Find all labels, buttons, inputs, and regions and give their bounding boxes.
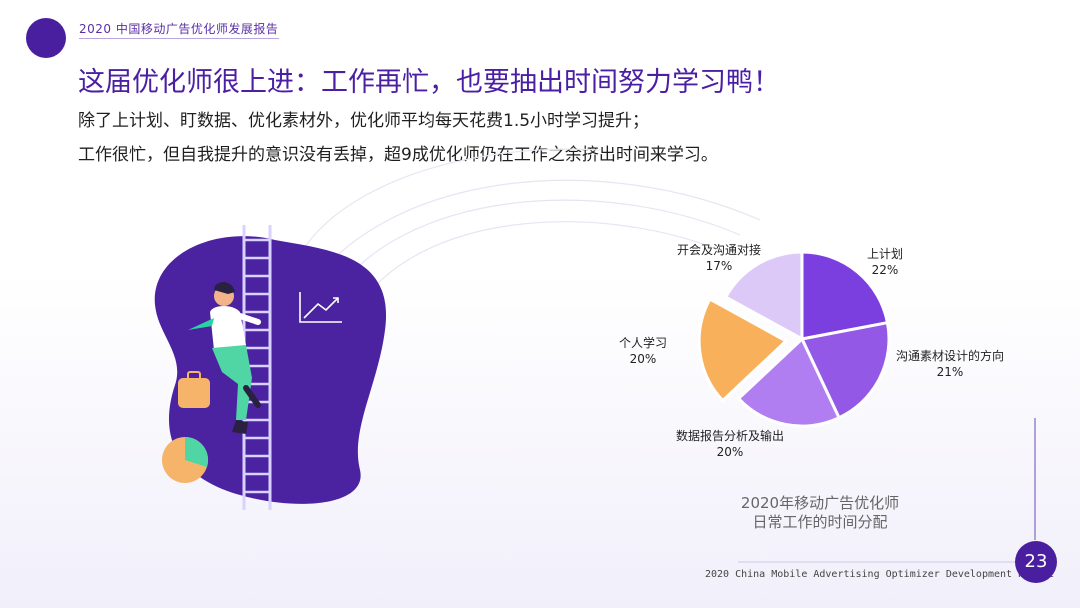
header-divider <box>79 38 279 39</box>
pie-slice <box>697 297 789 403</box>
trend-chart-icon <box>299 292 342 323</box>
pie-slice-value: 20% <box>717 445 744 459</box>
report-title: 2020 中国移动广告优化师发展报告 <box>79 22 279 36</box>
pie-slice <box>736 336 842 428</box>
subtitle-line-2: 工作很忙，但自我提升的意识没有丢掉，超9成优化师仍在工作之余挤出时间来学习。 <box>78 145 718 165</box>
climbing-person-icon <box>178 282 261 434</box>
illustration <box>154 225 387 510</box>
small-pie-icon <box>162 436 209 483</box>
pie-slice <box>723 250 804 342</box>
subtitle-line-1: 除了上计划、盯数据、优化素材外，优化师平均每天花费1.5小时学习提升； <box>78 111 650 131</box>
pie-slice-label: 开会及沟通对接 <box>677 242 761 257</box>
chart-caption-line: 2020年移动广告优化师 <box>740 494 900 512</box>
pie-slice <box>800 250 890 341</box>
pie-slice-value: 17% <box>706 259 733 273</box>
page-number: 23 <box>1015 541 1057 583</box>
page-title: 这届优化师很上进：工作再忙，也要抽出时间努力学习鸭！ <box>78 67 780 98</box>
pie-slice-label: 上计划 <box>867 247 903 261</box>
pie-slice-value: 21% <box>937 365 964 379</box>
pie-slice <box>799 320 891 420</box>
pie-slice-label: 数据报告分析及输出 <box>676 428 784 443</box>
pie-slice-label: 个人学习 <box>619 335 667 350</box>
pie-slice-value: 20% <box>630 352 657 366</box>
header-logo-dot <box>26 18 66 58</box>
chart-caption-line: 日常工作的时间分配 <box>752 513 888 531</box>
footer-report-title: 2020 China Mobile Advertising Optimizer … <box>705 569 1055 580</box>
chart-caption: 2020年移动广告优化师 日常工作的时间分配 <box>700 494 940 532</box>
pie-slice-value: 22% <box>872 263 899 277</box>
pie-slice-label: 沟通素材设计的方向 <box>896 348 1004 363</box>
pie-chart: 上计划 22% 沟通素材设计的方向 21% 数据报告分析及输出 20% 个人学习 20% 开会及… <box>619 242 1004 459</box>
